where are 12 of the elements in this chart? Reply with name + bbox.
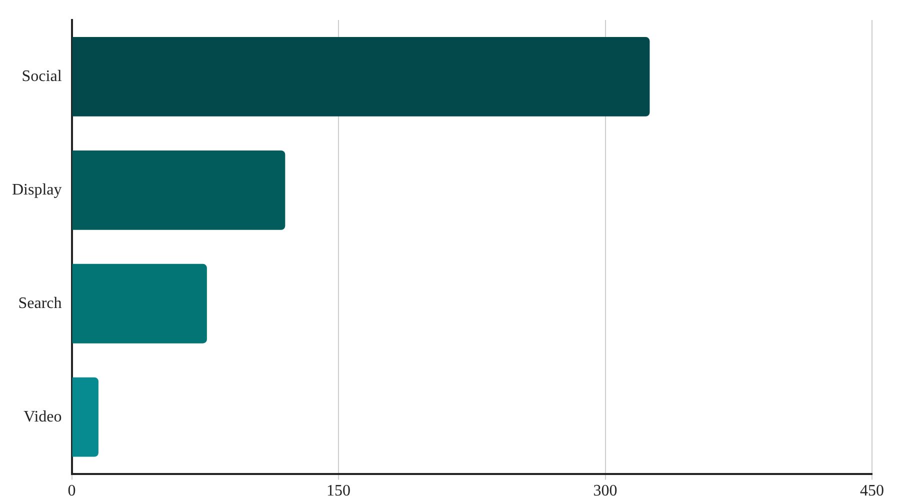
x-tick-label: 0	[68, 482, 76, 500]
x-tick-label: 300	[593, 482, 618, 500]
bar	[72, 37, 650, 116]
y-tick-label: Video	[24, 408, 62, 426]
y-tick-label: Social	[22, 68, 62, 85]
bar	[72, 377, 98, 457]
y-tick-label: Display	[12, 181, 62, 198]
y-tick-label: Search	[18, 294, 62, 312]
bar	[72, 150, 286, 230]
x-tick-label: 150	[326, 482, 351, 500]
x-tick-label: 450	[860, 482, 884, 500]
bar	[72, 264, 207, 344]
